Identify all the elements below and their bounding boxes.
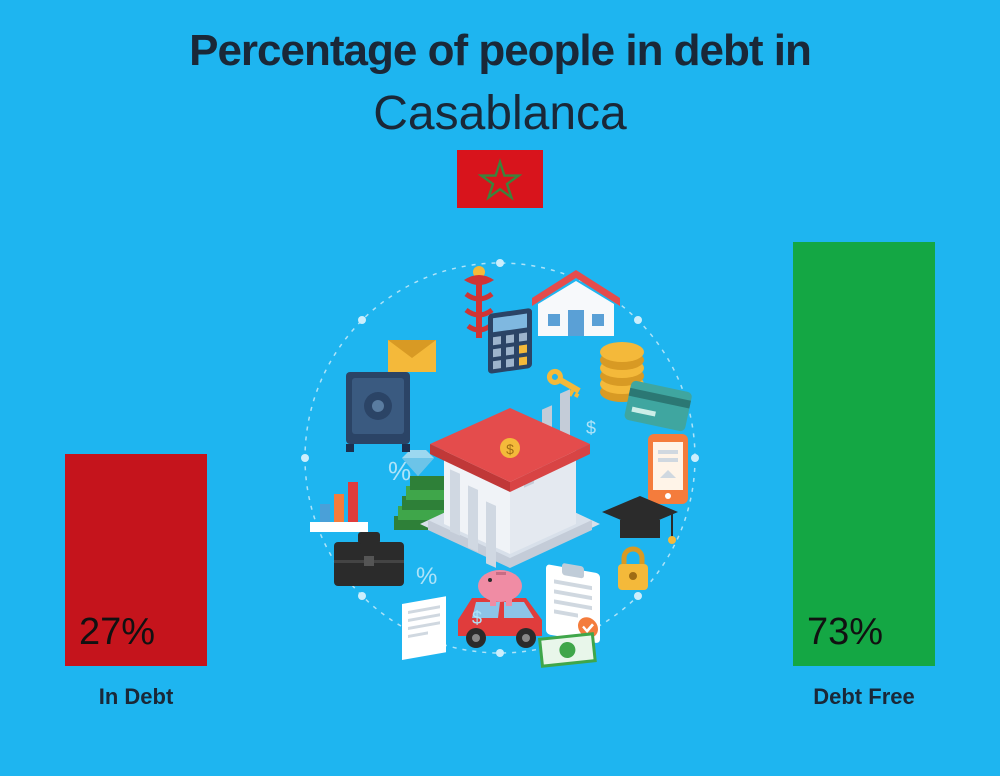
bar-chart-icon	[310, 482, 368, 532]
lock-icon	[618, 549, 648, 590]
calculator-icon	[488, 308, 532, 374]
phone-icon	[648, 434, 688, 504]
car-icon	[458, 598, 542, 648]
document-icon	[402, 596, 446, 660]
bank-icon: $	[420, 389, 600, 568]
debt-free-label: Debt Free	[793, 684, 935, 710]
house-icon	[532, 270, 620, 336]
percent-icon: %	[416, 563, 437, 590]
cash-bill-icon	[538, 632, 597, 668]
title-line-2: Casablanca	[0, 86, 1000, 141]
dollar-icon: $	[586, 418, 596, 438]
envelope-icon	[388, 340, 436, 372]
safe-icon	[346, 372, 410, 452]
briefcase-icon	[334, 532, 404, 586]
dollar-icon: $	[472, 608, 482, 628]
clipboard-icon	[546, 560, 600, 644]
finance-illustration: % % $ $	[290, 248, 710, 668]
in-debt-bar: 27% In Debt	[65, 454, 207, 666]
in-debt-label: In Debt	[65, 684, 207, 710]
morocco-flag-icon	[457, 150, 543, 208]
svg-text:$: $	[506, 441, 514, 457]
title-line-1: Percentage of people in debt in	[0, 26, 1000, 76]
debt-free-value: 73%	[807, 611, 883, 654]
in-debt-value: 27%	[79, 611, 155, 654]
debt-free-bar: 73% Debt Free	[793, 242, 935, 666]
